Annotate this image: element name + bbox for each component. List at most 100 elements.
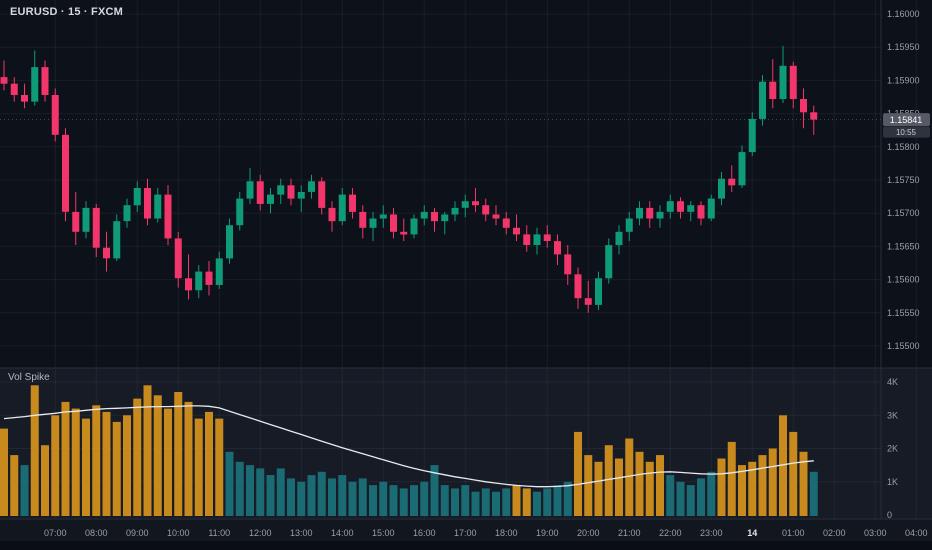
last-price-badge-bg bbox=[883, 113, 930, 127]
candle-body bbox=[21, 95, 28, 102]
volume-bar-18:15 bbox=[512, 485, 521, 516]
symbol-title[interactable]: EURUSD · 15 · FXCM bbox=[10, 6, 123, 18]
candle-10:30 bbox=[195, 265, 203, 299]
candle-16:45 bbox=[451, 201, 459, 222]
bar-countdown-value: 10:55 bbox=[896, 128, 917, 137]
candle-body bbox=[174, 238, 182, 279]
volume-bar-14:00 bbox=[338, 475, 347, 516]
candle-body bbox=[574, 274, 582, 299]
price-axis-label: 1.16000 bbox=[887, 9, 920, 19]
indicator-label-vol-spike[interactable]: Vol Spike bbox=[8, 372, 50, 383]
candle-16:15 bbox=[431, 207, 438, 232]
candle-19:30 bbox=[564, 245, 572, 285]
volume-bar-12:30 bbox=[276, 468, 285, 516]
candle-body bbox=[256, 181, 264, 204]
candle-body bbox=[584, 298, 592, 305]
volume-bar-07:00 bbox=[51, 415, 60, 517]
price-axis-label: 1.15750 bbox=[887, 175, 920, 185]
candle-13:30 bbox=[318, 177, 326, 215]
volume-bar-22:30 bbox=[686, 485, 695, 516]
volume-bar-19:45 bbox=[574, 431, 582, 516]
candle-20:30 bbox=[605, 238, 613, 284]
volume-bar-00:15 bbox=[758, 455, 767, 516]
price-axis-label: 1.15800 bbox=[887, 142, 920, 152]
volume-bar-07:15 bbox=[61, 401, 70, 516]
candle-08:30 bbox=[113, 214, 121, 261]
candle-23:30 bbox=[728, 165, 736, 192]
volume-bar-18:30 bbox=[522, 488, 531, 516]
candle-body bbox=[748, 118, 756, 153]
candle-20:00 bbox=[584, 280, 592, 313]
volume-bar-23:30 bbox=[727, 441, 736, 516]
candle-09:00 bbox=[133, 181, 141, 212]
candle-22:30 bbox=[687, 201, 695, 222]
candle-00:15 bbox=[759, 75, 766, 126]
volume-bar-08:45 bbox=[123, 415, 131, 517]
candle-body bbox=[472, 201, 479, 206]
volume-axis-label: 3K bbox=[887, 410, 898, 420]
volume-bar-19:00 bbox=[543, 488, 552, 516]
time-axis-label: 14 bbox=[747, 528, 757, 538]
candle-21:15 bbox=[636, 201, 643, 226]
candle-body bbox=[205, 271, 213, 285]
candle-17:30 bbox=[482, 198, 490, 222]
volume-bar-21:45 bbox=[656, 455, 664, 516]
candle-01:30 bbox=[810, 105, 818, 135]
candle-body bbox=[338, 194, 346, 222]
candle-22:00 bbox=[666, 194, 674, 219]
candle-18:00 bbox=[502, 211, 510, 235]
candle-body bbox=[482, 205, 490, 215]
price-axis-label: 1.15700 bbox=[887, 208, 920, 218]
main-pane-background bbox=[0, 0, 932, 368]
time-axis-label: 12:00 bbox=[249, 528, 272, 538]
volume-axis-label: 2K bbox=[887, 444, 898, 454]
candle-body bbox=[267, 194, 274, 204]
volume-bar-05:45 bbox=[0, 428, 8, 516]
candle-body bbox=[318, 181, 326, 208]
volume-bar-14:15 bbox=[348, 481, 357, 517]
candle-body bbox=[308, 181, 315, 192]
price-axis-label: 1.15500 bbox=[887, 341, 920, 351]
candle-10:45 bbox=[205, 261, 213, 296]
volume-bar-20:00 bbox=[584, 455, 593, 516]
time-axis-label: 09:00 bbox=[126, 528, 149, 538]
volume-bar-17:30 bbox=[481, 488, 490, 516]
candle-body bbox=[769, 81, 777, 99]
volume-bar-01:30 bbox=[809, 471, 818, 516]
candle-14:30 bbox=[359, 205, 367, 239]
candle-07:15 bbox=[62, 128, 69, 222]
price-axis-label: 1.15950 bbox=[887, 42, 920, 52]
volume-bar-13:30 bbox=[317, 471, 326, 516]
volume-bar-07:30 bbox=[71, 408, 80, 516]
candle-14:00 bbox=[338, 188, 346, 226]
volume-bar-13:15 bbox=[307, 475, 316, 516]
volume-bar-19:15 bbox=[553, 485, 562, 516]
candle-body bbox=[759, 81, 766, 119]
volume-bar-12:15 bbox=[266, 475, 275, 516]
candle-22:45 bbox=[697, 201, 705, 226]
volume-bar-17:00 bbox=[461, 485, 470, 516]
time-axis-label: 10:00 bbox=[167, 528, 190, 538]
candle-body bbox=[605, 245, 613, 279]
volume-bar-11:15 bbox=[225, 451, 234, 516]
volume-bar-16:45 bbox=[451, 488, 459, 516]
time-axis-label: 08:00 bbox=[85, 528, 108, 538]
candle-body bbox=[420, 211, 428, 219]
volume-bar-16:30 bbox=[440, 485, 449, 516]
volume-bar-16:15 bbox=[430, 465, 439, 516]
volume-bar-15:30 bbox=[399, 488, 408, 516]
candle-17:00 bbox=[461, 194, 469, 218]
candle-00:00 bbox=[748, 112, 756, 157]
volume-bar-21:30 bbox=[645, 461, 654, 516]
volume-axis[interactable]: 4K 3K 2K 1K 0 bbox=[887, 377, 898, 520]
time-axis-label: 13:00 bbox=[290, 528, 313, 538]
candle-body bbox=[728, 178, 736, 186]
candle-09:45 bbox=[164, 185, 172, 246]
volume-bar-10:00 bbox=[174, 392, 183, 516]
time-axis[interactable]: 07:00 08:00 09:00 10:00 11:00 12:00 13:00 14:00… bbox=[44, 528, 928, 538]
candle-body bbox=[226, 225, 233, 259]
price-axis-label: 1.15600 bbox=[887, 275, 920, 285]
time-axis-label: 14:00 bbox=[331, 528, 354, 538]
